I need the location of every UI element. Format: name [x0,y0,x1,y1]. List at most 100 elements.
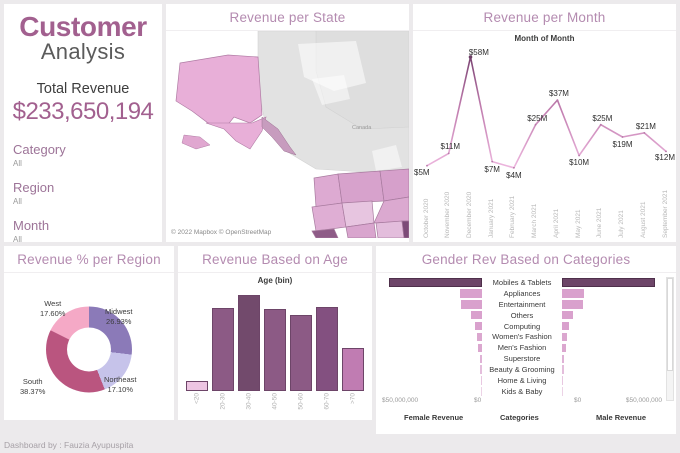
butterfly-category-label: Men's Fashion [497,343,547,353]
map-state-montana[interactable] [337,170,385,204]
age-bars-area[interactable] [186,295,364,391]
butterfly-male-bar[interactable] [562,365,564,374]
age-bar[interactable] [264,309,286,391]
age-chart-body[interactable]: Age (bin) <20 20-30 30-40 40-50 50-60 60-70 >7… [178,273,372,419]
butterfly-rows[interactable]: Mobiles & Tablets Appliances Entertainment… [382,277,662,397]
age-bar-column[interactable] [264,295,286,391]
butterfly-row[interactable]: Others [382,310,662,321]
month-chart-body[interactable]: Month of Month $5M $11M $58M $7M $4M $25M $37M… [413,31,676,240]
month-data-point[interactable] [447,152,450,155]
butterfly-row[interactable]: Women's Fashion [382,332,662,343]
map-state-north-dakota[interactable] [379,168,409,202]
filter-region[interactable]: Region All [13,180,162,206]
butterfly-axis-labels: Female Revenue Categories Male Revenue [382,413,662,425]
age-bar-column[interactable] [212,295,234,391]
age-bar-column[interactable] [186,295,208,391]
butterfly-female-bar[interactable] [477,343,482,353]
butterfly-male-bar[interactable] [562,289,584,298]
butterfly-male-bar[interactable] [562,310,573,320]
month-data-point[interactable] [599,123,602,126]
month-line-svg[interactable] [413,31,676,240]
month-data-point[interactable] [556,99,559,101]
month-x-tick: June 2021 [596,207,604,238]
butterfly-female-bar[interactable] [389,278,482,287]
butterfly-male-bar[interactable] [562,300,583,309]
butterfly-male-cell [562,386,662,397]
butterfly-male-bar[interactable] [562,387,564,396]
butterfly-female-bar[interactable] [480,365,482,374]
month-data-point[interactable] [534,123,537,126]
month-data-point[interactable] [513,166,515,169]
butterfly-row[interactable]: Home & Living [382,375,662,386]
age-bar[interactable] [186,381,208,391]
month-data-point[interactable] [491,160,494,163]
butterfly-male-cell [562,364,662,375]
butterfly-category-label: Kids & Baby [501,387,543,397]
age-bar-column[interactable] [316,295,338,391]
map-body[interactable]: Canada © 2022 Mapbox © OpenStreetMap [166,31,409,238]
butterfly-row[interactable]: Entertainment [382,299,662,310]
age-bar[interactable] [212,308,234,391]
age-bar[interactable] [290,314,312,391]
age-chart-title: Revenue Based on Age [178,246,372,273]
map-state-texas[interactable] [401,220,409,238]
age-bar[interactable] [342,348,364,391]
age-bar[interactable] [316,307,338,391]
month-data-point[interactable] [621,136,624,138]
region-donut[interactable] [46,306,132,393]
butterfly-female-bar[interactable] [480,387,482,396]
butterfly-row[interactable]: Superstore [382,353,662,364]
butterfly-male-bar[interactable] [562,343,567,353]
map-state-california[interactable] [311,228,339,238]
butterfly-row[interactable]: Computing [382,321,662,332]
map-state-south-dakota[interactable] [373,196,409,224]
butterfly-row[interactable]: Kids & Baby [382,386,662,397]
butterfly-female-bar[interactable] [480,354,482,364]
butterfly-male-bar[interactable] [562,332,568,342]
filter-category[interactable]: Category All [13,142,162,168]
butterfly-female-bar[interactable] [480,376,482,385]
month-data-point[interactable] [578,154,580,157]
age-bar-column[interactable] [290,295,312,391]
butterfly-row[interactable]: Men's Fashion [382,342,662,353]
month-data-point[interactable] [643,132,646,134]
age-bar-column[interactable] [238,295,260,391]
butterfly-male-bar[interactable] [562,278,655,287]
month-data-point[interactable] [468,55,473,59]
butterfly-female-bar[interactable] [460,289,482,298]
butterfly-row[interactable]: Beauty & Grooming [382,364,662,375]
month-data-point[interactable] [426,164,428,167]
butterfly-female-bar[interactable] [461,300,482,309]
donut-label-south-name: South [22,377,43,386]
map-states-group[interactable] [311,168,409,238]
butterfly-row[interactable]: Mobiles & Tablets [382,277,662,288]
filter-month[interactable]: Month All [13,218,162,242]
map-state-oregon[interactable] [311,202,347,232]
month-data-point[interactable] [665,150,667,153]
butterfly-row[interactable]: Appliances [382,288,662,299]
map-state-utah-colorado[interactable] [345,222,377,238]
region-chart-body[interactable]: West 17.60% Midwest 26.93% Northeast 17.… [4,273,174,419]
donut-label-south: South 38.37% [20,377,45,397]
map-state-washington[interactable] [313,173,343,208]
map-state-nebraska-kansas[interactable] [375,220,405,238]
butterfly-female-bar[interactable] [471,310,482,320]
butterfly-scrollbar[interactable] [666,277,674,401]
donut-label-west: West 17.60% [40,299,65,319]
month-point-label: $4M [506,170,522,180]
gender-chart-body[interactable]: Mobiles & Tablets Appliances Entertainment… [376,273,676,431]
revenue-per-state-panel: Revenue per State [166,4,409,242]
butterfly-male-bar[interactable] [562,321,570,331]
age-bar-column[interactable] [342,295,364,391]
map-canvas[interactable]: Canada [166,31,409,238]
butterfly-male-cell [562,321,662,332]
map-state-alaska[interactable] [175,54,263,128]
butterfly-male-bar[interactable] [562,376,564,385]
butterfly-scrollbar-thumb[interactable] [667,278,673,371]
age-bar[interactable] [238,295,260,391]
butterfly-female-bar[interactable] [474,321,482,331]
butterfly-category-label: Superstore [503,354,541,364]
butterfly-female-bar[interactable] [476,332,482,342]
butterfly-male-bar[interactable] [562,354,564,364]
map-state-idaho-wyoming[interactable] [341,200,375,228]
